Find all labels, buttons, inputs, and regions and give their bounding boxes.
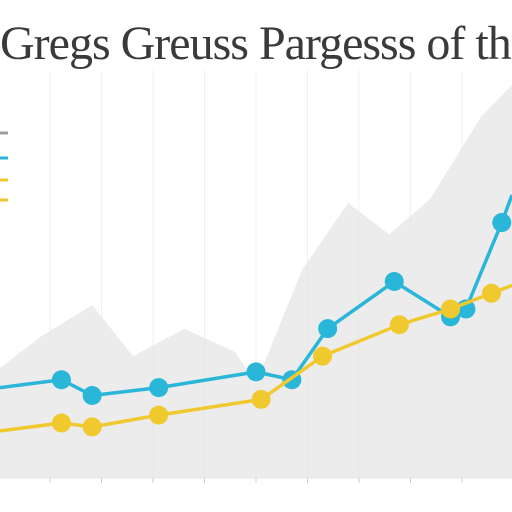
data-point xyxy=(246,362,266,382)
data-point xyxy=(51,370,71,390)
data-point xyxy=(492,213,512,233)
data-point xyxy=(384,272,404,291)
data-point xyxy=(82,417,102,437)
series-1 xyxy=(0,283,512,437)
data-point xyxy=(149,405,169,425)
area-series xyxy=(0,85,512,478)
data-point xyxy=(149,378,169,398)
chart-title: Gregs Greuss Pargesss of the Greg xyxy=(0,17,512,70)
series-0 xyxy=(0,194,512,405)
data-point xyxy=(482,283,502,303)
area-fill xyxy=(0,85,512,478)
data-point xyxy=(313,346,333,366)
x-axis-ticks xyxy=(49,478,463,483)
data-point xyxy=(82,385,102,405)
data-point xyxy=(389,315,409,335)
legend xyxy=(0,131,8,202)
series-line xyxy=(0,283,512,433)
data-point xyxy=(251,389,271,409)
line-series-group xyxy=(0,194,512,437)
data-point xyxy=(318,319,338,339)
data-point xyxy=(441,299,461,319)
data-point xyxy=(51,413,71,433)
